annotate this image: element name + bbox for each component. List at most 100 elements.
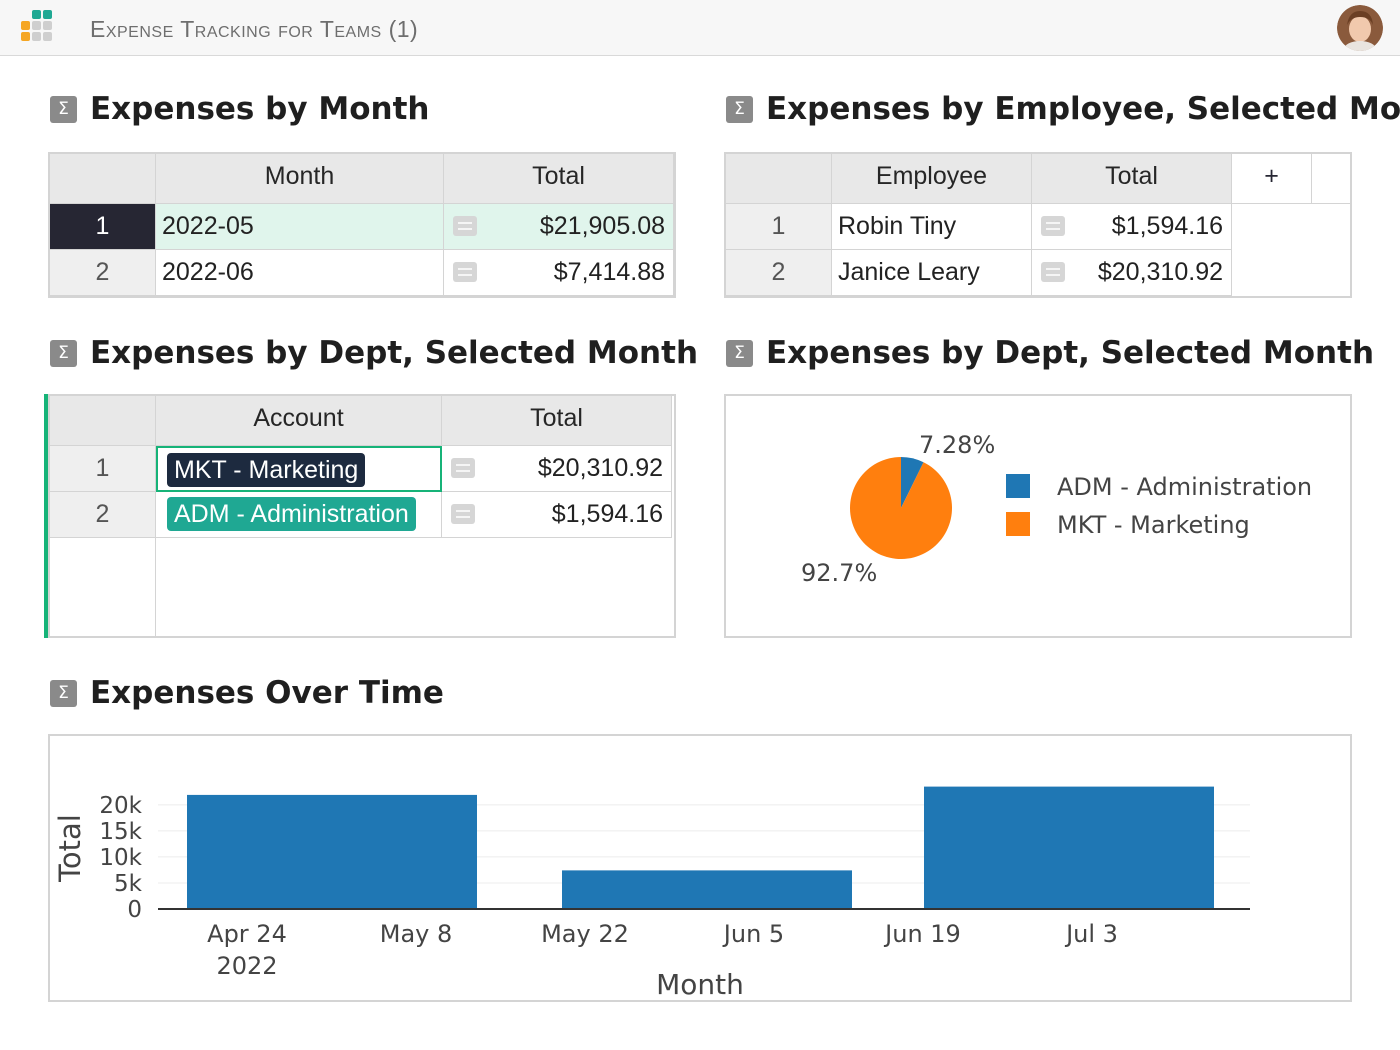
- cell-total-value: $1,594.16: [551, 500, 663, 528]
- cell-account[interactable]: ADM - Administration: [156, 492, 442, 538]
- row-number[interactable]: 2: [50, 492, 156, 538]
- table-row[interactable]: 1 MKT - Marketing $20,310.92: [50, 446, 674, 492]
- section-title: Expenses by Dept, Selected Month: [90, 335, 699, 371]
- account-chip: MKT - Marketing: [167, 453, 366, 487]
- row-number[interactable]: 2: [50, 250, 156, 296]
- section-header-by-dept-chart: Σ Expenses by Dept, Selected Month: [726, 335, 1374, 371]
- row-number[interactable]: 1: [726, 204, 832, 250]
- cell-total-value: $20,310.92: [1097, 258, 1223, 286]
- formula-icon: [1041, 216, 1065, 236]
- pie-percent-label: 7.28%: [919, 431, 995, 459]
- column-header-total[interactable]: Total: [442, 396, 672, 446]
- formula-icon: [1041, 262, 1065, 282]
- formula-icon: [451, 458, 475, 478]
- column-header-total[interactable]: Total: [444, 154, 674, 204]
- bar[interactable]: [924, 786, 1214, 909]
- formula-icon: [453, 216, 477, 236]
- legend-label[interactable]: ADM - Administration: [1057, 473, 1312, 501]
- column-header-employee[interactable]: Employee: [832, 154, 1032, 204]
- table-expenses-by-dept: Account Total 1 MKT - Marketing $20,310.…: [48, 394, 676, 638]
- account-chip: ADM - Administration: [167, 497, 416, 531]
- corner-cell[interactable]: [726, 154, 832, 204]
- legend-swatch[interactable]: [1006, 474, 1030, 498]
- column-header-month[interactable]: Month: [156, 154, 444, 204]
- table-header-row: Month Total: [50, 154, 674, 204]
- bar[interactable]: [187, 794, 477, 909]
- corner-cell[interactable]: [50, 396, 156, 446]
- cell-total[interactable]: $1,594.16: [442, 492, 672, 538]
- table-empty-area[interactable]: [50, 538, 674, 636]
- x-tick-label: Jun 19: [883, 920, 961, 948]
- y-tick-label: 5k: [114, 871, 143, 897]
- formula-icon: [451, 504, 475, 524]
- section-header-by-employee: Σ Expenses by Employee, Selected Month: [726, 91, 1400, 127]
- section-title: Expenses Over Time: [90, 675, 444, 711]
- x-tick-label: May 8: [380, 920, 453, 948]
- active-section-indicator: [44, 394, 49, 638]
- cell-total-value: $1,594.16: [1111, 212, 1223, 240]
- empty-header-cell: [1312, 154, 1350, 204]
- row-number[interactable]: 1: [50, 204, 156, 250]
- table-expenses-by-month: Month Total 1 2022-05 $21,905.08 2 2022-…: [48, 152, 676, 298]
- table-row[interactable]: 2 Janice Leary $20,310.92: [726, 250, 1350, 296]
- cell-total-value: $20,310.92: [537, 454, 663, 482]
- section-title: Expenses by Month: [90, 91, 430, 127]
- row-number[interactable]: 2: [726, 250, 832, 296]
- x-tick-label: Jul 3: [1064, 920, 1118, 948]
- x-tick-label: May 22: [541, 920, 629, 948]
- empty-rownum-column: [50, 538, 156, 636]
- bar-chart-panel[interactable]: 0 5k 10k 15k 20k Apr 24 May 8 May 22 Jun 5 Jun 19…: [48, 734, 1352, 1002]
- cell-account-active[interactable]: MKT - Marketing: [156, 446, 442, 492]
- row-number[interactable]: 1: [50, 446, 156, 492]
- sigma-icon[interactable]: Σ: [50, 95, 77, 123]
- y-tick-label: 15k: [99, 819, 142, 845]
- add-column-button[interactable]: +: [1232, 154, 1312, 204]
- cell-month[interactable]: 2022-06: [156, 250, 444, 296]
- y-tick-label: 0: [127, 897, 142, 923]
- column-header-total[interactable]: Total: [1032, 154, 1232, 204]
- cell-employee[interactable]: Robin Tiny: [832, 204, 1032, 250]
- legend-label[interactable]: MKT - Marketing: [1057, 511, 1250, 539]
- bar[interactable]: [562, 870, 852, 909]
- table-header-row: Account Total: [50, 396, 674, 446]
- section-header-by-month: Σ Expenses by Month: [50, 91, 429, 127]
- cell-total[interactable]: $21,905.08: [444, 204, 674, 250]
- corner-cell[interactable]: [50, 154, 156, 204]
- cell-total[interactable]: $20,310.92: [442, 446, 672, 492]
- user-avatar[interactable]: [1337, 5, 1383, 51]
- section-header-over-time: Σ Expenses Over Time: [50, 675, 444, 711]
- table-row[interactable]: 1 Robin Tiny $1,594.16: [726, 204, 1350, 250]
- section-header-by-dept-table: Σ Expenses by Dept, Selected Month: [50, 335, 698, 371]
- cell-employee[interactable]: Janice Leary: [832, 250, 1032, 296]
- cell-total[interactable]: $1,594.16: [1032, 204, 1232, 250]
- pie-percent-label: 92.7%: [801, 559, 877, 587]
- document-title[interactable]: Expense Tracking for Teams (1): [90, 16, 419, 42]
- section-title: Expenses by Dept, Selected Month: [766, 335, 1375, 371]
- top-bar: Expense Tracking for Teams (1): [0, 0, 1400, 56]
- sigma-icon[interactable]: Σ: [50, 679, 77, 707]
- table-row[interactable]: 2 ADM - Administration $1,594.16: [50, 492, 674, 538]
- cell-total[interactable]: $7,414.88: [444, 250, 674, 296]
- table-row[interactable]: 2 2022-06 $7,414.88: [50, 250, 674, 296]
- pie-slice[interactable]: [901, 457, 924, 508]
- table-expenses-by-employee: Employee Total + 1 Robin Tiny $1,594.16 …: [724, 152, 1352, 298]
- cell-total[interactable]: $20,310.92: [1032, 250, 1232, 296]
- sigma-icon[interactable]: Σ: [726, 95, 753, 123]
- pie-slice[interactable]: [850, 457, 953, 559]
- legend-swatch[interactable]: [1006, 512, 1030, 536]
- x-axis-title: Month: [656, 968, 744, 1000]
- pie-chart: 7.28% 92.7% ADM - Administration MKT - Mark…: [801, 431, 1312, 587]
- table-row[interactable]: 1 2022-05 $21,905.08: [50, 204, 674, 250]
- pie-chart-panel[interactable]: 7.28% 92.7% ADM - Administration MKT - Mark…: [724, 394, 1352, 638]
- app-logo-icon[interactable]: [18, 8, 58, 48]
- x-tick-label: Jun 5: [722, 920, 784, 948]
- cell-total-value: $21,905.08: [539, 212, 665, 240]
- cell-month[interactable]: 2022-05: [156, 204, 444, 250]
- x-tick-sublabel: 2022: [216, 952, 277, 980]
- column-header-account[interactable]: Account: [156, 396, 442, 446]
- cell-total-value: $7,414.88: [553, 258, 665, 286]
- table-header-row: Employee Total +: [726, 154, 1350, 204]
- sigma-icon[interactable]: Σ: [726, 339, 753, 367]
- sigma-icon[interactable]: Σ: [50, 339, 77, 367]
